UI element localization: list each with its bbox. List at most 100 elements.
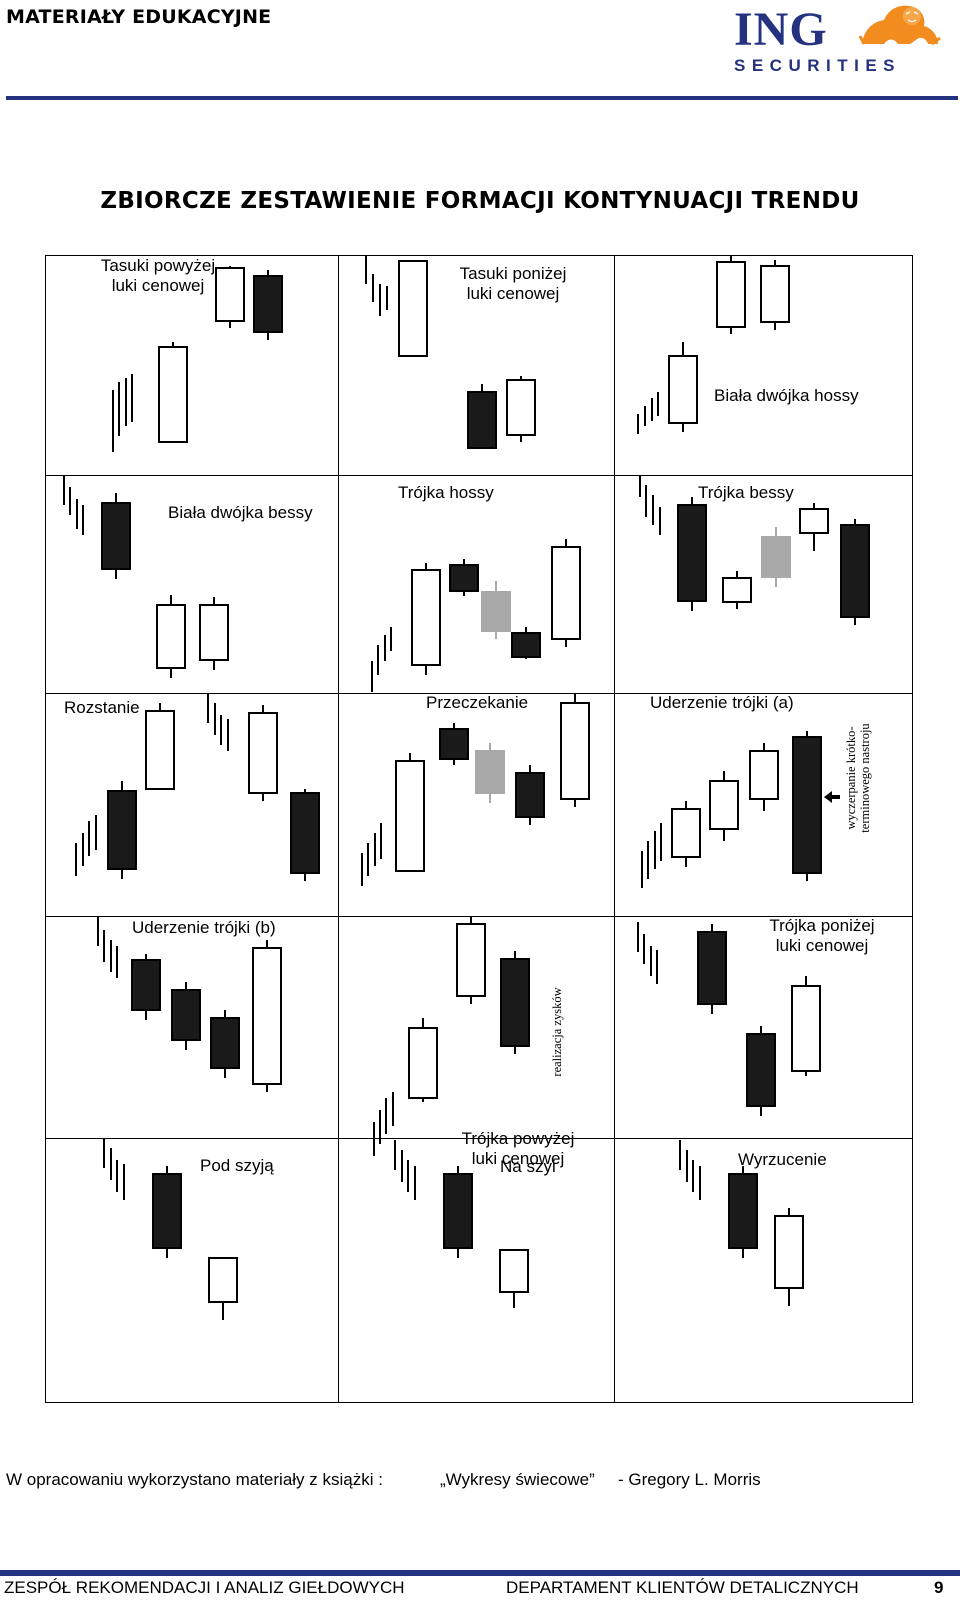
pattern-annotation: realizacja zysków [550,987,564,1077]
black-candle [107,781,137,879]
candlestick-drawing [97,916,282,1092]
source-author: - Gregory L. Morris [618,1470,761,1489]
pattern-label: Na szyi [500,1157,556,1176]
black-candle [290,789,320,881]
source-book: „Wykresy świecowe” [440,1470,595,1489]
candlestick-drawing [371,539,581,692]
pattern-label: Trójka powyżej luki cenowej [461,1129,575,1168]
white-candle [398,260,428,357]
pattern-label: Rozstanie [64,698,140,717]
candlestick-drawing [63,475,229,678]
white-candle [248,705,278,801]
black-candle [253,270,283,340]
white-candle [156,595,186,678]
white-candle [456,916,486,1004]
pattern-label: Biała dwójka bessy [168,503,313,522]
gray-candle [481,581,511,639]
white-candle [506,376,536,442]
arrow-left-icon [824,791,840,803]
pattern-cell: Trójka bessy [614,475,912,693]
pattern-cell: Tasuki powyżej luki cenowej [46,256,338,475]
candlestick-drawing [361,693,590,886]
white-candle [551,539,581,647]
candlestick-drawing [373,916,530,1156]
pattern-label: Biała dwójka hossy [714,386,859,405]
white-candle [560,693,590,807]
logo-ing-text: ING [734,3,828,56]
candlestick-drawing [637,922,821,1116]
pattern-cell: Uderzenie trójki (a) wyczerpanie krótko- … [614,693,912,916]
white-candle [799,503,829,551]
black-candle [210,1010,240,1078]
pattern-cell: Na szyi [338,1138,614,1402]
white-candle [722,571,752,609]
white-candle [671,801,701,867]
black-candle [443,1166,473,1258]
pattern-label: Tasuki powyżej luki cenowej [100,256,216,295]
grid-divider [614,256,615,1402]
pattern-cell: Biała dwójka hossy [614,256,912,475]
candlestick-drawing [394,1140,529,1308]
black-candle [152,1166,182,1258]
white-candle [411,563,441,675]
pattern-label: Wyrzucenie [738,1150,827,1169]
patterns-grid: Tasuki powyżej luki cenowej Tasuki poniże… [45,255,913,1403]
black-candle [746,1026,776,1116]
grid-divider [338,256,339,1402]
white-candle [158,342,188,443]
pattern-annotation: wyczerpanie krótko- terminowego nastroju [844,723,872,833]
footer-rule [0,1570,960,1576]
pattern-cell: Wyrzucenie [614,1138,912,1402]
white-candle [716,256,746,334]
grid-divider [46,916,912,917]
candlestick-drawing [679,1140,804,1306]
black-candle [677,497,707,611]
black-candle [792,731,822,881]
footer-right: DEPARTAMENT KLIENTÓW DETALICZNYCH [506,1578,859,1597]
pattern-cell: Tasuki poniżej luki cenowej [338,256,614,475]
black-candle [439,723,469,765]
white-candle [199,597,229,670]
pattern-cell: Trójka hossy [338,475,614,693]
black-candle [467,384,497,449]
white-candle [408,1018,438,1102]
candlestick-drawing [365,256,536,449]
footer-left: ZESPÓŁ REKOMENDACJI I ANALIZ GIEŁDOWYCH [4,1578,405,1597]
grid-divider [46,475,912,476]
black-candle [511,627,541,659]
pattern-label: Tasuki poniżej luki cenowej [459,264,567,303]
black-candle [697,924,727,1014]
pattern-label: Przeczekanie [426,693,529,712]
pattern-cell: Rozstanie [46,693,338,916]
white-candle [760,260,790,330]
black-candle [449,559,479,596]
white-candle [215,266,245,328]
pattern-cell: Przeczekanie [338,693,614,916]
black-candle [171,982,201,1050]
black-candle [515,765,545,825]
black-candle [728,1166,758,1258]
white-candle [668,342,698,432]
pattern-label: Trójka hossy [398,483,494,502]
white-candle [145,703,175,790]
header-rule [6,96,958,100]
white-candle [499,1249,529,1308]
black-candle [101,493,131,579]
grid-divider [46,1138,912,1139]
candlestick-drawing [637,256,790,434]
gray-candle [475,743,505,803]
candlestick-drawing [112,266,283,452]
pattern-cell: Pod szyją [46,1138,338,1402]
pattern-cell: Uderzenie trójki (b) [46,916,338,1138]
candlestick-drawing [75,693,320,881]
pattern-label: Trójka bessy [698,483,794,502]
header-title: MATERIAŁY EDUKACYJNE [6,6,272,28]
black-candle [840,519,870,625]
gray-candle [761,527,791,587]
white-candle [395,753,425,872]
white-candle [208,1257,238,1320]
pattern-cell: Biała dwójka bessy [46,475,338,693]
pattern-label: Uderzenie trójki (b) [132,918,276,937]
white-candle [709,771,739,841]
page-number: 9 [934,1578,944,1597]
